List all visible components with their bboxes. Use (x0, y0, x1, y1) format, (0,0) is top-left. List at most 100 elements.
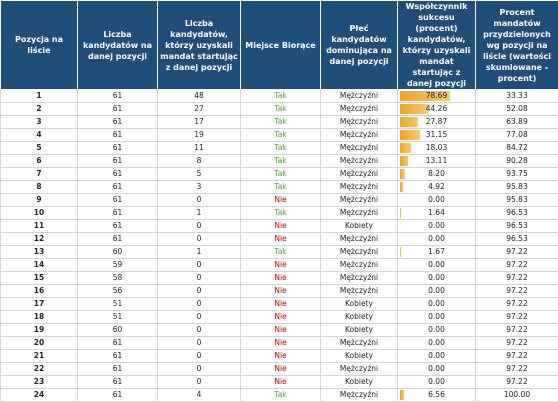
header-cell: Liczba kandydatów na danej pozycji (77, 0, 158, 90)
table-cell: 0 (157, 310, 241, 324)
table-cell: Mężczyźni (320, 362, 398, 376)
table-cell: 0.00 (397, 375, 476, 389)
table-cell: 0.00 (397, 232, 476, 246)
header-cell: Pozycja na liście (0, 0, 78, 90)
table-cell: 1 (157, 206, 241, 220)
cell-value: 44.26 (425, 104, 448, 113)
table-cell: 97.22 (475, 375, 558, 389)
cell-value: 78.69 (425, 91, 448, 100)
table-cell: 97.22 (475, 271, 558, 285)
table-cell: Kobiety (320, 310, 398, 324)
table-cell: 19 (0, 323, 78, 337)
table-row: 8 61 3 Tak Mężczyźni 4.92 95.83 (0, 180, 558, 194)
table-cell: 8 (0, 180, 78, 194)
table-cell: 61 (77, 232, 158, 246)
table-row: 14 59 0 Nie Mężczyźni 0.00 97.22 (0, 258, 558, 272)
table-cell: 84.72 (475, 141, 558, 155)
header-cell: Płeć kandydatów dominująca na danej pozy… (320, 0, 398, 90)
cell-value: 0.00 (428, 234, 445, 243)
cell-value: 0.00 (428, 273, 445, 282)
table-cell: 100.00 (475, 388, 558, 402)
table-cell: Kobiety (320, 375, 398, 389)
table-row: 3 61 17 Tak Mężczyźni 27.87 63.89 (0, 115, 558, 129)
cell-value: 0.00 (428, 377, 445, 386)
table-row: 11 61 0 Nie Kobiety 0.00 96.53 (0, 219, 558, 233)
table-cell: Nie (240, 193, 321, 207)
data-bar (400, 104, 429, 114)
table-row: 2 61 27 Tak Mężczyźni 44.26 52.08 (0, 102, 558, 116)
table-cell: 90.28 (475, 154, 558, 168)
table-cell: 61 (77, 141, 158, 155)
table-cell: 1 (157, 245, 241, 259)
table-cell: Nie (240, 336, 321, 350)
data-bar (400, 156, 409, 166)
table-cell: 1.64 (397, 206, 476, 220)
data-bar (400, 182, 404, 192)
table-cell: Kobiety (320, 219, 398, 233)
table-cell: 96.53 (475, 219, 558, 233)
table-cell: 51 (77, 310, 158, 324)
table-cell: 8 (157, 154, 241, 168)
table-cell: 97.22 (475, 349, 558, 363)
table-cell: Mężczyźni (320, 141, 398, 155)
table-cell: 0 (157, 284, 241, 298)
table-cell: Nie (240, 271, 321, 285)
table-cell: 48 (157, 89, 241, 103)
table-cell: Mężczyźni (320, 284, 398, 298)
cell-value: 13.11 (425, 156, 448, 165)
table-cell: Nie (240, 362, 321, 376)
table-row: 4 61 19 Tak Mężczyźni 31.15 77.08 (0, 128, 558, 142)
table-cell: Tak (240, 167, 321, 181)
table-cell: 44.26 (397, 102, 476, 116)
table-cell: 0 (157, 323, 241, 337)
table-cell: 61 (77, 349, 158, 363)
data-bar (400, 169, 406, 179)
table-cell: Mężczyźni (320, 206, 398, 220)
table-cell: 18 (0, 310, 78, 324)
table-cell: 0.00 (397, 258, 476, 272)
table-cell: 93.75 (475, 167, 558, 181)
table-row: 17 51 0 Nie Kobiety 0.00 97.22 (0, 297, 558, 311)
data-bar (400, 247, 402, 257)
table-cell: Nie (240, 310, 321, 324)
table-cell: 61 (77, 115, 158, 129)
table-cell: 23 (0, 375, 78, 389)
table-cell: 52.08 (475, 102, 558, 116)
table-cell: 61 (77, 193, 158, 207)
table-cell: Mężczyźni (320, 245, 398, 259)
table-cell: 0.00 (397, 336, 476, 350)
table-cell: 6.56 (397, 388, 476, 402)
table-cell: 11 (157, 141, 241, 155)
table-row: 24 61 4 Tak Mężczyźni 6.56 100.00 (0, 388, 558, 402)
data-bar (400, 143, 412, 153)
table-cell: Kobiety (320, 323, 398, 337)
table-row: 10 61 1 Tak Mężczyźni 1.64 96.53 (0, 206, 558, 220)
table-cell: 33.33 (475, 89, 558, 103)
table-cell: 61 (77, 154, 158, 168)
table-body: 1 61 48 Tak Mężczyźni 78.69 33.33 2 61 27 Tak Mężcz… (0, 89, 558, 402)
table-cell: Tak (240, 141, 321, 155)
table-cell: 97.22 (475, 258, 558, 272)
table-cell: 0.00 (397, 193, 476, 207)
table-cell: Mężczyźni (320, 258, 398, 272)
table-cell: 27.87 (397, 115, 476, 129)
table-cell: Tak (240, 102, 321, 116)
table-cell: 0 (157, 297, 241, 311)
table-cell: 61 (77, 375, 158, 389)
table-cell: 96.53 (475, 206, 558, 220)
table-cell: Tak (240, 154, 321, 168)
table-cell: Mężczyźni (320, 167, 398, 181)
table-cell: 77.08 (475, 128, 558, 142)
table-cell: Mężczyźni (320, 232, 398, 246)
table-cell: 0.00 (397, 349, 476, 363)
table-cell: 13 (0, 245, 78, 259)
table-cell: 61 (77, 102, 158, 116)
table-cell: 4 (0, 128, 78, 142)
table-cell: 24 (0, 388, 78, 402)
header-cell: Liczba kandydatów, którzy uzyskali manda… (157, 0, 241, 90)
table-row: 23 61 0 Nie Kobiety 0.00 97.22 (0, 375, 558, 389)
table-cell: 3 (157, 180, 241, 194)
cell-value: 0.00 (428, 351, 445, 360)
cell-value: 4.92 (428, 182, 445, 191)
table-cell: Tak (240, 89, 321, 103)
